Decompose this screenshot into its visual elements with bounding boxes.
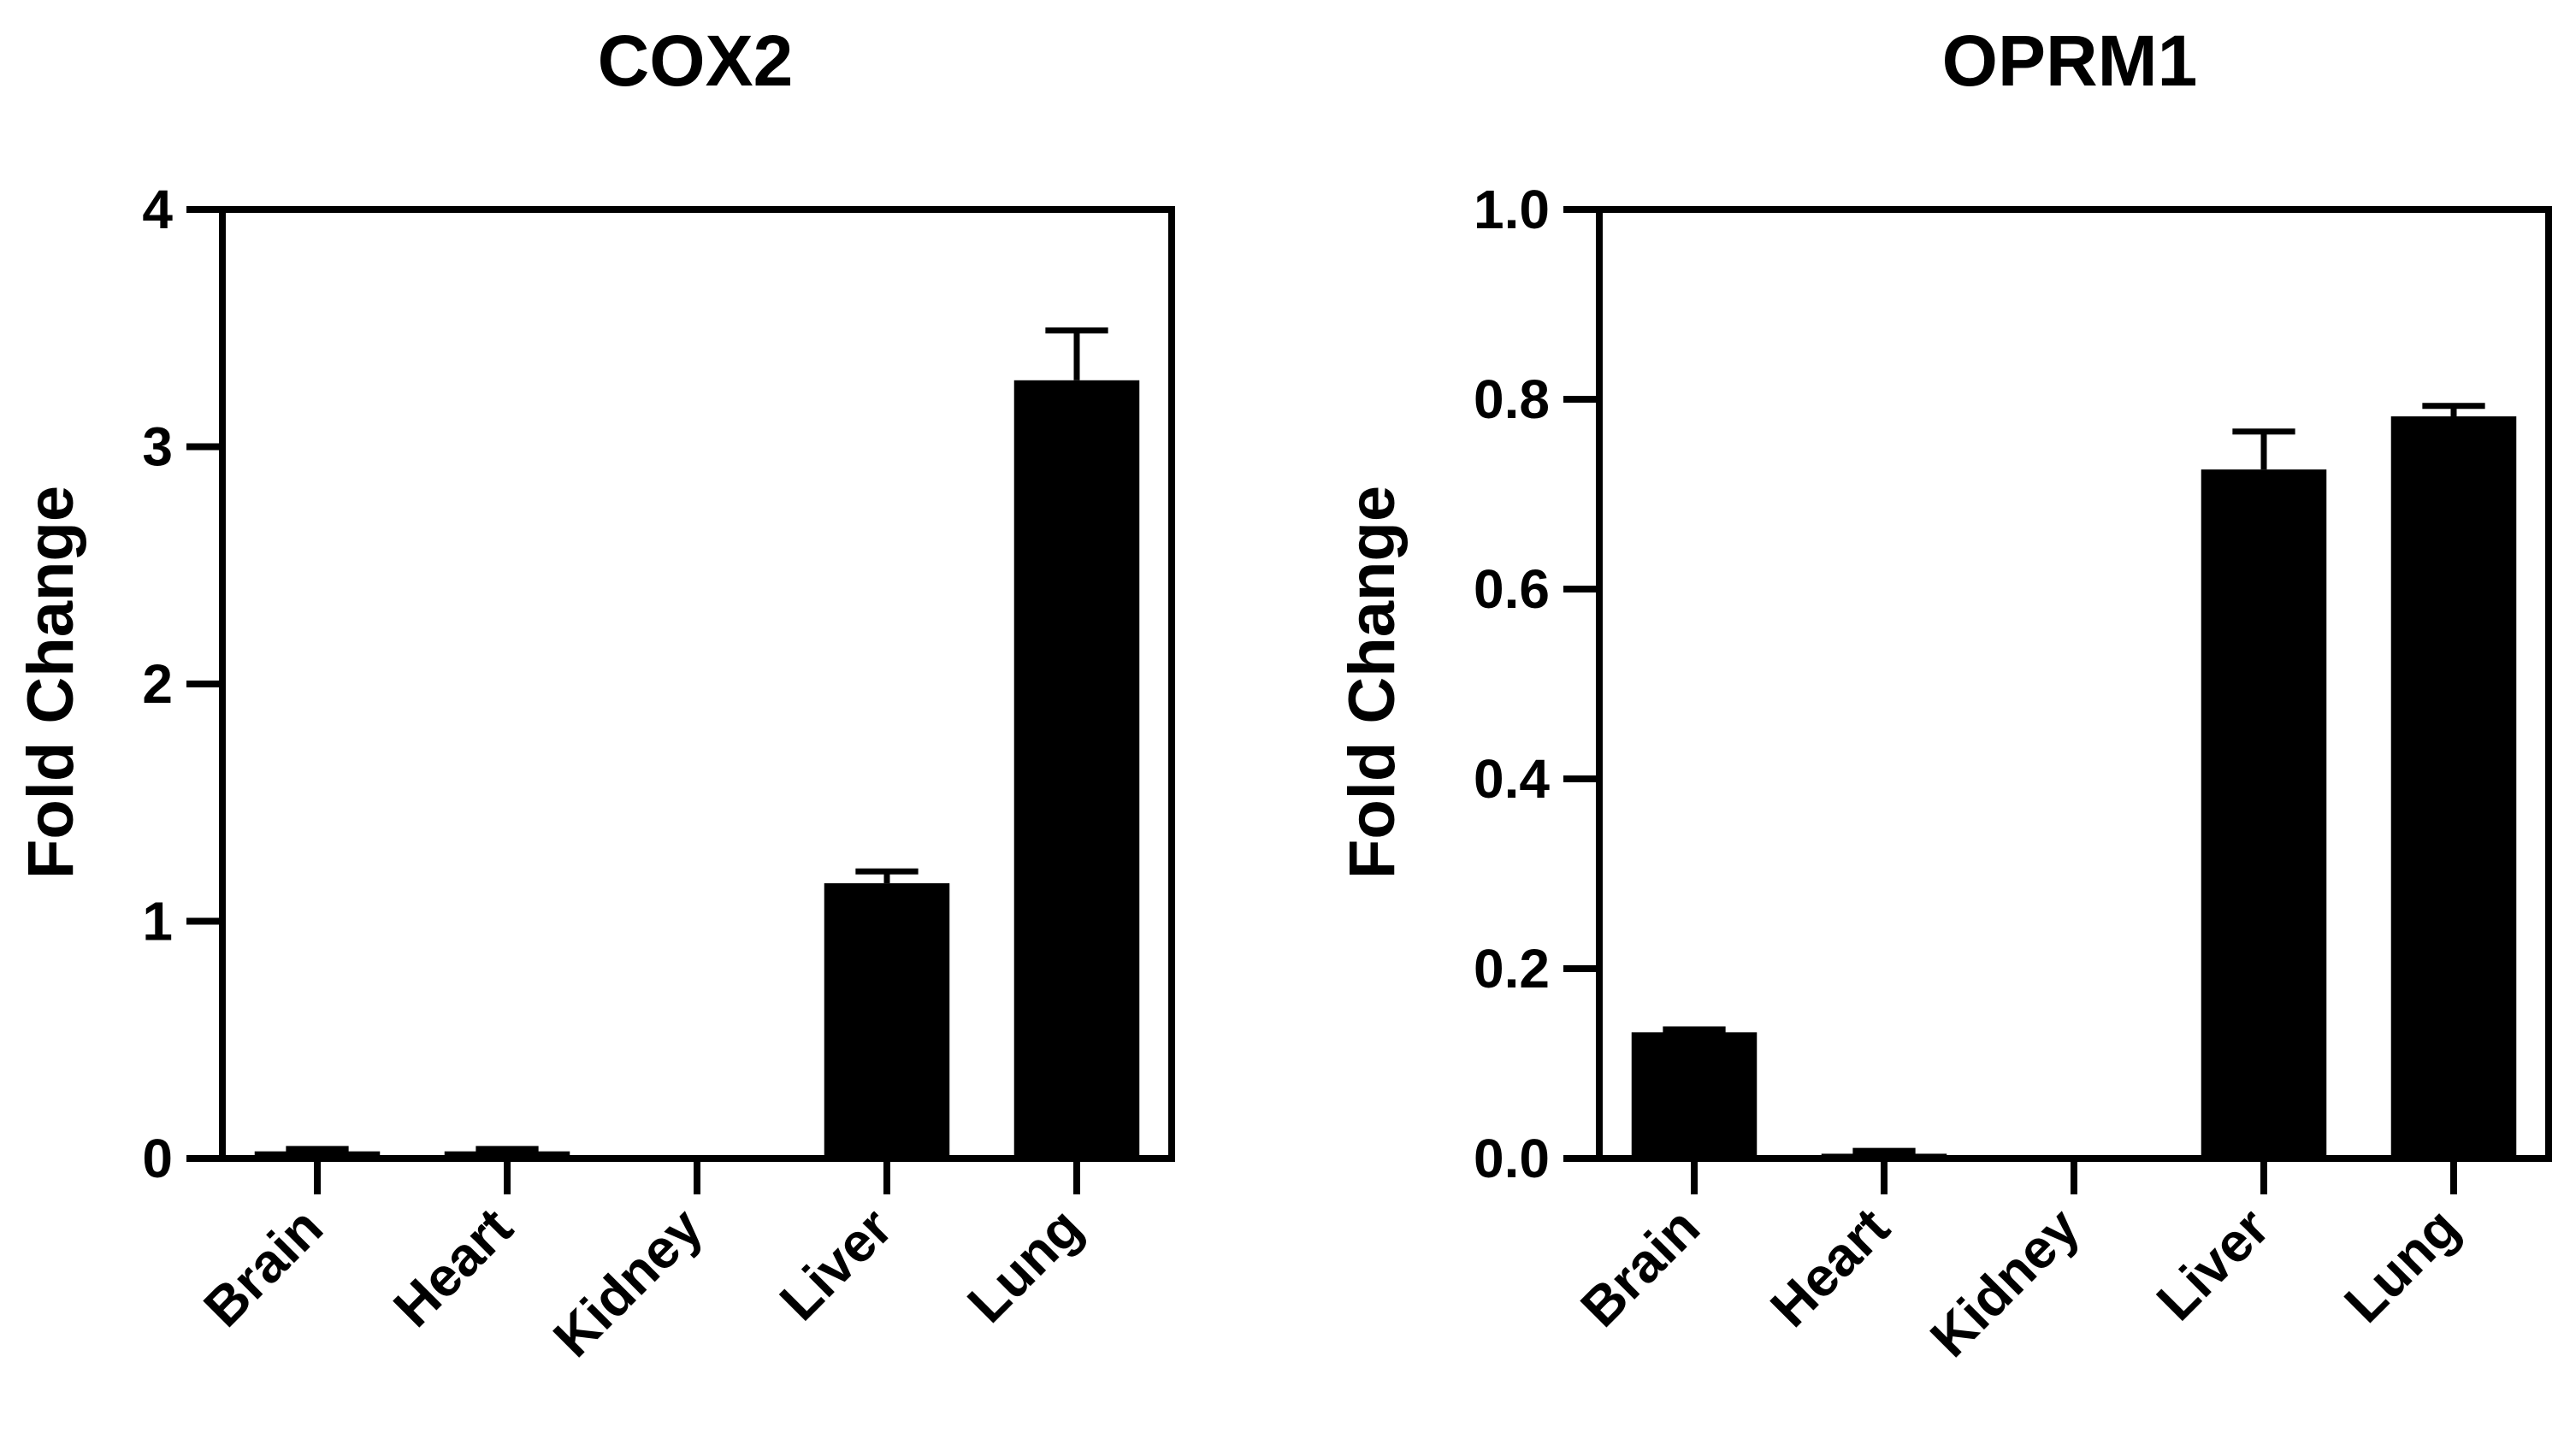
x-tick-label: Liver <box>2145 1196 2281 1332</box>
y-tick-label: 3 <box>142 416 173 478</box>
plot-frame <box>219 206 1175 1162</box>
x-tick-label: Lung <box>2332 1196 2470 1334</box>
x-tick-label: Brain <box>1569 1196 1711 1339</box>
y-axis-label: Fold Change <box>15 486 87 879</box>
chart-cox2: COX2 Fold Change Brain Heart Kidney Liver Lu… <box>15 21 1175 1369</box>
bar-brain <box>1631 1032 1758 1158</box>
x-tick-label: Brain <box>192 1196 334 1339</box>
x-tick-label: Heart <box>381 1196 524 1339</box>
y-axis-label: Fold Change <box>1336 486 1409 879</box>
bar-heart <box>444 1151 570 1158</box>
bar-liver <box>824 883 950 1158</box>
y-tick-label: 0.0 <box>1474 1128 1550 1189</box>
bar-brain <box>254 1151 381 1158</box>
y-tick-label: 0.8 <box>1474 368 1550 430</box>
y-tick-label: 4 <box>142 179 173 240</box>
chart-oprm1: OPRM1 Fold Change Brain Heart Kidney Liver L… <box>1336 21 2552 1369</box>
chart-title: COX2 <box>598 21 794 101</box>
plot-area: Brain Heart Kidney Liver Lung 0 1 2 3 4 <box>142 179 1175 1369</box>
y-tick-label: 0 <box>142 1128 173 1189</box>
x-tick-label: Heart <box>1758 1196 1901 1339</box>
y-tick-label: 0.2 <box>1474 938 1550 999</box>
plot-area: Brain Heart Kidney Liver Lung 0.0 0.2 0.4 0.6 0.8… <box>1474 179 2552 1369</box>
x-tick-label: Kidney <box>541 1196 714 1369</box>
x-tick-label: Liver <box>768 1196 904 1332</box>
x-tick-label: Kidney <box>1918 1196 2091 1369</box>
bar-lung <box>1013 380 1140 1158</box>
y-tick-label: 1 <box>142 891 173 952</box>
y-tick-label: 0.4 <box>1474 748 1550 810</box>
y-tick-label: 2 <box>142 653 173 715</box>
bar-lung <box>2390 416 2517 1159</box>
y-tick-label: 1.0 <box>1474 179 1550 240</box>
bar-liver <box>2201 469 2327 1158</box>
x-tick-label: Lung <box>955 1196 1093 1334</box>
plot-frame <box>1596 206 2552 1162</box>
y-tick-label: 0.6 <box>1474 558 1550 620</box>
chart-title: OPRM1 <box>1942 21 2198 101</box>
